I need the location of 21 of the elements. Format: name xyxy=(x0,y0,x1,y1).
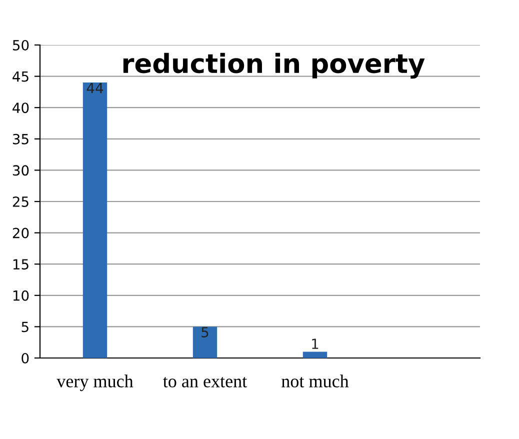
y-tick-label: 5 xyxy=(22,322,28,332)
x-tick-label: to an extent xyxy=(163,377,248,388)
y-tick-label: 0 xyxy=(22,352,29,364)
y-tick-label: 35 xyxy=(12,134,28,144)
chart-title: reduction in poverty xyxy=(123,52,425,79)
y-tick-label: 15 xyxy=(13,259,28,270)
y-tick-label: 45 xyxy=(12,71,28,82)
y-tick-label: 10 xyxy=(13,290,29,301)
bar xyxy=(192,326,218,358)
data-label: 44 xyxy=(86,82,104,94)
data-label: 5 xyxy=(202,327,208,338)
y-tick-label: 40 xyxy=(12,102,29,114)
y-tick-label: 30 xyxy=(12,165,29,176)
bar xyxy=(302,352,328,358)
x-tick-label: not much xyxy=(282,374,349,388)
bar xyxy=(82,82,108,358)
y-tick-label: 25 xyxy=(12,196,28,207)
y-tick-label: 20 xyxy=(12,228,29,238)
data-label: 1 xyxy=(312,338,318,349)
x-tick-label: very much xyxy=(56,374,134,392)
y-tick-label: 50 xyxy=(12,40,29,50)
